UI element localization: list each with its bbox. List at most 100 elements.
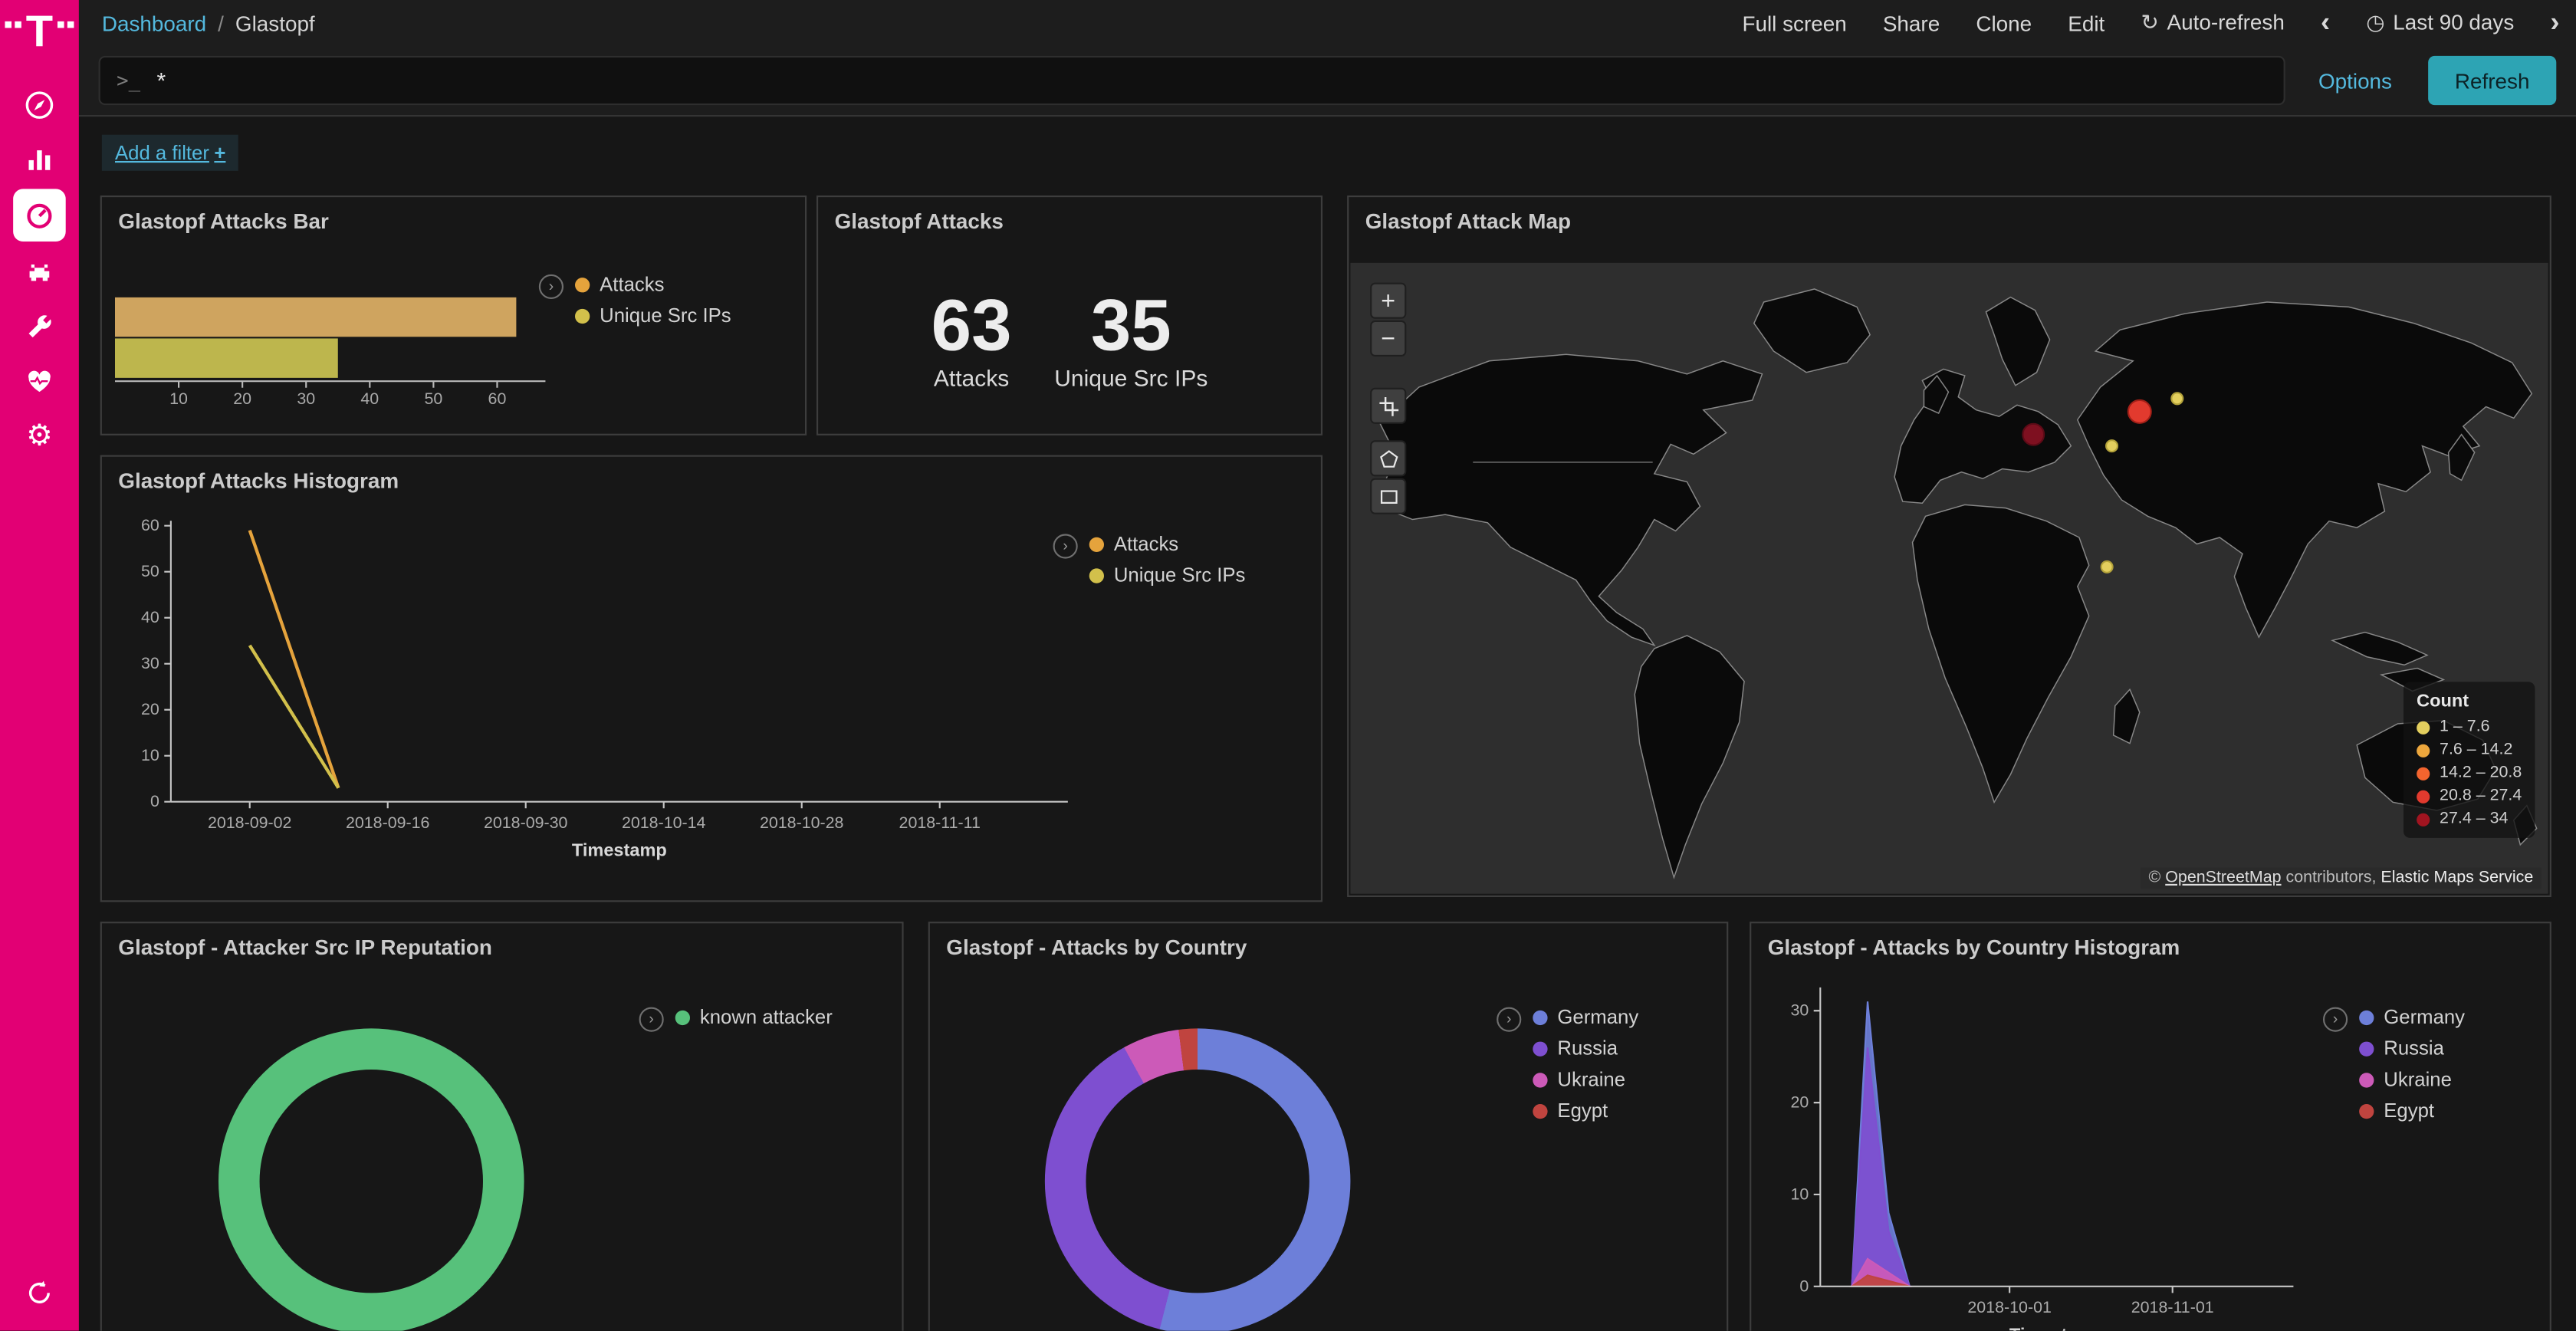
full-screen-button[interactable]: Full screen xyxy=(1742,11,1846,35)
y-tick-label: 0 xyxy=(1799,1277,1809,1295)
reputation-donut-chart[interactable] xyxy=(219,1028,524,1330)
legend-item[interactable]: Russia xyxy=(1533,1037,1638,1060)
sidebar-item-discover[interactable] xyxy=(12,79,67,130)
time-forward-chevron[interactable]: › xyxy=(2550,12,2559,35)
scandinavia xyxy=(1986,297,2049,386)
bar-Unique Src IPs[interactable] xyxy=(115,338,338,377)
legend-item[interactable]: Egypt xyxy=(2359,1099,2465,1122)
legend-item[interactable]: 14.2 – 20.8 xyxy=(2417,764,2522,782)
polygon-tool-button[interactable] xyxy=(1370,440,1406,476)
country-histogram-chart[interactable]: 01020302018-10-012018-11-01Timestamp xyxy=(1764,979,2306,1331)
legend-item[interactable]: Germany xyxy=(2359,1005,2465,1028)
search-query-input[interactable] xyxy=(157,67,2268,94)
query-options-link[interactable]: Options xyxy=(2318,68,2392,93)
sidebar-item-visualize[interactable] xyxy=(12,133,67,184)
legend-color-dot xyxy=(2359,1072,2374,1086)
panel-title[interactable]: Glastopf - Attacks by Country xyxy=(946,935,1247,959)
panel-title[interactable]: Glastopf Attack Map xyxy=(1365,209,1571,233)
sidebar-item-management[interactable]: ⚙ xyxy=(12,409,67,460)
breadcrumb-dashboard-link[interactable]: Dashboard xyxy=(102,11,206,35)
crop-tool-button[interactable] xyxy=(1370,388,1406,424)
y-tick-label: 20 xyxy=(1790,1093,1809,1112)
attack-point[interactable] xyxy=(2022,424,2044,445)
attack-point[interactable] xyxy=(2106,440,2118,452)
legend-item[interactable]: 7.6 – 14.2 xyxy=(2417,741,2522,759)
legend-color-dot xyxy=(2359,1103,2374,1118)
panel-title[interactable]: Glastopf Attacks xyxy=(835,209,1004,233)
legend-item[interactable]: Ukraine xyxy=(2359,1068,2465,1091)
sidebar-item-dev-tools[interactable] xyxy=(12,301,67,351)
panel-title[interactable]: Glastopf - Attacks by Country Histogram xyxy=(1768,935,2180,959)
legend-label: Egypt xyxy=(1557,1099,1608,1122)
zoom-in-button[interactable]: + xyxy=(1370,283,1406,319)
share-button[interactable]: Share xyxy=(1883,11,1940,35)
rectangle-tool-button[interactable] xyxy=(1370,478,1406,514)
legend-label: 20.8 – 27.4 xyxy=(2440,787,2522,805)
attacks-bar-chart[interactable]: 102030405060 xyxy=(115,256,555,410)
legend-item[interactable]: Egypt xyxy=(1533,1099,1638,1122)
panel-title[interactable]: Glastopf Attacks Bar xyxy=(118,209,329,233)
logo-dot xyxy=(58,21,65,28)
legend-item[interactable]: Attacks xyxy=(575,273,731,296)
x-tick-label: 2018-10-14 xyxy=(622,813,706,832)
breadcrumb-current-page: Glastopf xyxy=(235,11,315,35)
metric-attacks: 63 Attacks xyxy=(932,289,1012,391)
legend-color-dot xyxy=(675,1010,690,1024)
breadcrumb-separator: / xyxy=(218,11,224,35)
legend-color-dot xyxy=(2417,813,2430,826)
query-input-wrap[interactable]: >_ xyxy=(99,56,2286,105)
legend-item[interactable]: Unique Src IPs xyxy=(1089,564,1246,587)
sidebar-item-apm[interactable] xyxy=(12,355,67,406)
line-series-Unique Src IPs[interactable] xyxy=(250,646,339,788)
time-picker-button[interactable]: ◷Last 90 days xyxy=(2366,10,2514,36)
polygon-icon xyxy=(1378,448,1399,469)
edit-button[interactable]: Edit xyxy=(2068,11,2104,35)
attack-point[interactable] xyxy=(2101,561,2113,573)
y-tick-label: 60 xyxy=(141,516,159,534)
refresh-button[interactable]: Refresh xyxy=(2428,56,2556,105)
world-attack-map[interactable]: + − xyxy=(1350,263,2548,894)
attack-point[interactable] xyxy=(2128,400,2151,423)
legend-item[interactable]: 20.8 – 27.4 xyxy=(2417,787,2522,805)
legend-label: known attacker xyxy=(700,1005,833,1028)
zoom-out-button[interactable]: − xyxy=(1370,320,1406,357)
line-series-Attacks[interactable] xyxy=(250,531,339,788)
legend-label: Attacks xyxy=(600,273,664,296)
bar-Attacks[interactable] xyxy=(115,297,516,337)
panel-title[interactable]: Glastopf - Attacker Src IP Reputation xyxy=(118,935,492,959)
legend-item[interactable]: Germany xyxy=(1533,1005,1638,1028)
legend-color-dot xyxy=(2417,767,2430,780)
time-back-chevron[interactable]: ‹ xyxy=(2321,12,2330,35)
legend-toggle-icon[interactable]: › xyxy=(1053,534,1078,558)
world-map-svg xyxy=(1350,263,2548,894)
legend-toggle-icon[interactable]: › xyxy=(2323,1007,2348,1032)
sidebar-item-monitoring[interactable] xyxy=(12,246,67,297)
y-tick-label: 0 xyxy=(150,792,159,810)
telekom-logo[interactable]: T xyxy=(5,12,74,51)
chart-legend: › known attacker xyxy=(639,1005,833,1031)
area-series-Russia[interactable] xyxy=(1852,1047,1909,1287)
panel-glastopf-attacks-bar: Glastopf Attacks Bar 102030405060 › Atta… xyxy=(100,196,807,435)
openstreetmap-link[interactable]: OpenStreetMap xyxy=(2165,869,2281,888)
attack-point[interactable] xyxy=(2171,393,2183,404)
legend-item[interactable]: Ukraine xyxy=(1533,1068,1638,1091)
legend-item[interactable]: 27.4 – 34 xyxy=(2417,810,2522,828)
add-filter-link[interactable]: Add a filter+ xyxy=(102,135,239,171)
country-donut-chart[interactable] xyxy=(1045,1028,1351,1330)
legend-toggle-icon[interactable]: › xyxy=(539,274,564,299)
auto-refresh-button[interactable]: ↻Auto-refresh xyxy=(2141,10,2284,36)
legend-item[interactable]: 1 – 7.6 xyxy=(2417,718,2522,736)
legend-toggle-icon[interactable]: › xyxy=(1497,1007,1521,1032)
bar-chart-icon xyxy=(23,142,56,175)
legend-item[interactable]: Attacks xyxy=(1089,532,1246,555)
legend-item[interactable]: known attacker xyxy=(675,1005,833,1028)
sidebar-collapse-button[interactable] xyxy=(12,1267,67,1317)
legend-item[interactable]: Russia xyxy=(2359,1037,2465,1060)
attacks-histogram-chart[interactable]: 01020304050602018-09-022018-09-162018-09… xyxy=(115,513,1081,861)
clone-button[interactable]: Clone xyxy=(1976,11,2032,35)
area-chart-svg: 01020302018-10-012018-11-01Timestamp xyxy=(1764,979,2306,1331)
legend-item[interactable]: Unique Src IPs xyxy=(575,304,731,327)
panel-title[interactable]: Glastopf Attacks Histogram xyxy=(118,468,399,493)
sidebar-item-dashboard[interactable] xyxy=(13,189,66,242)
legend-toggle-icon[interactable]: › xyxy=(639,1007,664,1032)
